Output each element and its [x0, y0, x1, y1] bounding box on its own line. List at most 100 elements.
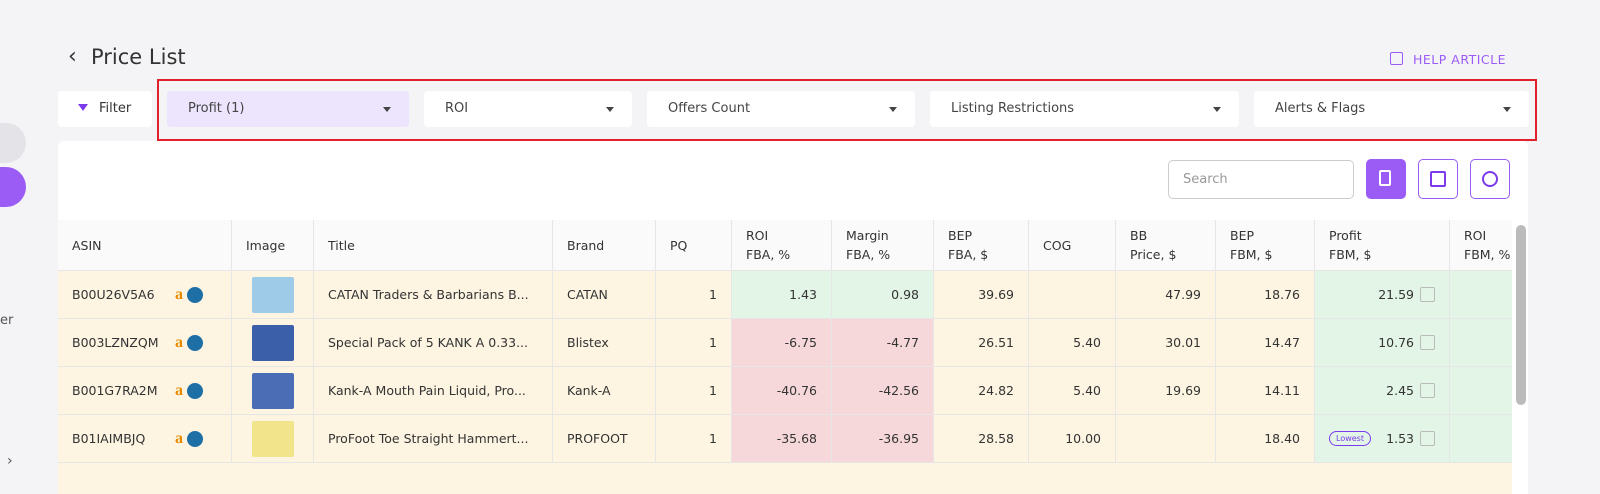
dropdown-caret	[889, 107, 897, 112]
table-cell: -42.56	[832, 367, 934, 415]
amazon-icon: a	[175, 429, 183, 447]
column-header[interactable]: COG	[1029, 220, 1116, 271]
back-icon[interactable]: ‹	[68, 44, 77, 69]
cell-text: -4.77	[886, 335, 919, 350]
cell-text: 18.40	[1264, 431, 1300, 446]
header-text: Margin	[846, 228, 889, 243]
header-text: Title	[328, 237, 355, 253]
cell-text: 5.40	[1073, 335, 1101, 350]
column-header[interactable]: BB Price, $	[1116, 220, 1216, 271]
header-text: ASIN	[72, 237, 102, 253]
table-cell: 19.69	[1116, 367, 1216, 415]
header-text: FBM, $	[1230, 247, 1273, 262]
cell-text: ProFoot Toe Straight Hammert...	[328, 431, 529, 446]
sidebar-expand[interactable]: ›	[7, 453, 13, 469]
table-cell	[1029, 271, 1116, 319]
table-cell: B003LZNZQM a	[58, 319, 232, 367]
asin[interactable]: B00U26V5A6	[72, 287, 155, 302]
sidebar-text: er	[0, 313, 14, 328]
table-cell: 2.45	[1315, 367, 1450, 415]
cell-text: Special Pack of 5 KANK A 0.33...	[328, 335, 529, 350]
column-header[interactable]: BEP FBA, $	[934, 220, 1029, 271]
scrollbar[interactable]	[1516, 225, 1526, 405]
column-header[interactable]: Profit FBM, $	[1315, 220, 1450, 271]
column-header[interactable]: Title	[314, 220, 553, 271]
columns-button[interactable]	[1418, 159, 1458, 199]
table-cell: -35.68	[732, 415, 832, 463]
page-title: Price List	[91, 45, 186, 69]
cell-text: 26.51	[978, 335, 1014, 350]
table-cell: ProFoot Toe Straight Hammert...	[314, 415, 553, 463]
table-cell: 28.58	[934, 415, 1029, 463]
table-cell	[232, 319, 314, 367]
column-header[interactable]: BEP FBM, $	[1216, 220, 1315, 271]
search-input[interactable]: Search	[1168, 160, 1354, 199]
table-cell: B00U26V5A6 a	[58, 271, 232, 319]
filter-dropdown[interactable]: Alerts & Flags	[1254, 91, 1529, 127]
filter-label: Filter	[99, 101, 132, 116]
header-text: ROI	[746, 228, 769, 243]
column-header[interactable]: ASIN	[58, 220, 232, 271]
amazon-icon: a	[175, 285, 183, 303]
asin[interactable]: B003LZNZQM	[72, 335, 159, 350]
column-header[interactable]: Image	[232, 220, 314, 271]
header-text: COG	[1043, 237, 1072, 253]
asin[interactable]: B001G7RA2M	[72, 383, 158, 398]
table-cell: 5.40	[1029, 319, 1116, 367]
filter-dropdown[interactable]: Offers Count	[647, 91, 915, 127]
keepa-icon	[187, 382, 203, 399]
table-cell: 10.76	[1315, 319, 1450, 367]
table-cell: 1.43	[732, 271, 832, 319]
table-cell: 24.82	[934, 367, 1029, 415]
header-text: Price, $	[1130, 247, 1177, 262]
table: ASIN Image Title Brand PQ ROI FBA, % Margin FBA,…	[58, 220, 1512, 494]
filter-dropdown[interactable]: Profit (1)	[167, 91, 409, 127]
cell-text: 18.76	[1264, 287, 1300, 302]
filter-button[interactable]: Filter	[58, 91, 152, 127]
asin[interactable]: B01IAIMBJQ	[72, 431, 146, 446]
table-cell: Kank-A	[553, 367, 656, 415]
cell-text: 39.69	[978, 287, 1014, 302]
table-cell: B001G7RA2M a	[58, 367, 232, 415]
sidebar-active[interactable]	[0, 167, 26, 207]
table-cell: -36.95	[832, 415, 934, 463]
settings-button[interactable]	[1470, 159, 1510, 199]
dropdown-label: Offers Count	[668, 101, 751, 116]
cell-text: -6.75	[784, 335, 817, 350]
column-header[interactable]: PQ	[656, 220, 732, 271]
column-header[interactable]: ROI FBA, %	[732, 220, 832, 271]
table-cell: 1	[656, 271, 732, 319]
sidebar-toggle[interactable]	[0, 123, 26, 163]
table-cell: 1	[656, 367, 732, 415]
cell-text: 1	[709, 431, 717, 446]
table-cell: Kank-A Mouth Pain Liquid, Pro...	[314, 367, 553, 415]
table-cell: CATAN	[553, 271, 656, 319]
header-text: PQ	[670, 237, 688, 253]
column-header[interactable]: Brand	[553, 220, 656, 271]
dropdown-label: Alerts & Flags	[1275, 101, 1366, 116]
cell-text: 1	[709, 383, 717, 398]
product-image	[251, 324, 294, 361]
header-text: Image	[246, 237, 286, 253]
cell-text: Kank-A	[567, 383, 611, 398]
filter-dropdown[interactable]: Listing Restrictions	[930, 91, 1239, 127]
keepa-icon	[187, 334, 203, 351]
column-header[interactable]: ROI FBM, %	[1450, 220, 1512, 271]
table-cell: 14.47	[1216, 319, 1315, 367]
filter-dropdown[interactable]: ROI	[424, 91, 632, 127]
dropdown-caret	[383, 107, 391, 112]
cell-text: 1	[709, 335, 717, 350]
calc-icon	[1420, 383, 1435, 398]
table-cell: 30.01	[1116, 319, 1216, 367]
table-cell: 5.40	[1029, 367, 1116, 415]
cell-text: 14.11	[1264, 383, 1300, 398]
help-link[interactable]: HELP ARTICLE	[1413, 52, 1507, 67]
table-cell: 14.11	[1216, 367, 1315, 415]
cell-text: 1.43	[789, 287, 817, 302]
cell-text: 1	[709, 287, 717, 302]
export-button[interactable]	[1366, 159, 1406, 199]
column-header[interactable]: Margin FBA, %	[832, 220, 934, 271]
header-text: BEP	[1230, 228, 1255, 243]
cell-text: 0.98	[891, 287, 919, 302]
table-row-partial	[58, 463, 1512, 494]
